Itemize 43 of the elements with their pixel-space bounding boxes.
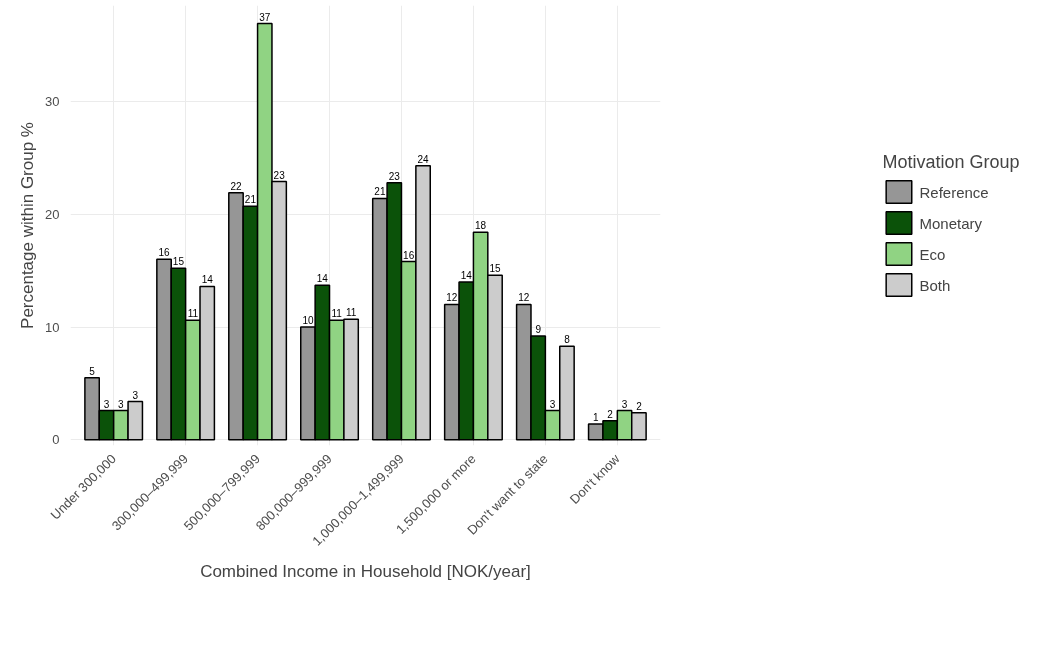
data-label: 12 — [446, 292, 458, 304]
data-label: 11 — [345, 307, 357, 319]
data-label: 3 — [118, 398, 125, 410]
data-label: 24 — [417, 153, 430, 165]
data-label: 21 — [374, 186, 386, 198]
legend-label: Reference — [919, 183, 989, 200]
y-tick-label: 0 — [52, 432, 60, 448]
legend-label: Eco — [919, 245, 946, 262]
data-label: 9 — [535, 324, 542, 336]
data-label: 8 — [564, 334, 571, 346]
x-axis-title: Combined Income in Household [NOK/year] — [200, 562, 531, 582]
data-label: 15 — [489, 263, 502, 275]
y-tick-label: 10 — [45, 319, 60, 335]
data-label: 14 — [201, 274, 214, 286]
data-label: 5 — [89, 365, 96, 377]
data-label: 14 — [316, 273, 329, 285]
y-tick-label: 30 — [45, 93, 60, 109]
legend-label: Monetary — [919, 214, 982, 231]
legend-title: Motivation Group — [882, 151, 1020, 173]
data-label: 3 — [103, 398, 110, 410]
data-label: 22 — [230, 180, 242, 192]
y-axis-title: Percentage within Group % — [18, 122, 38, 329]
data-label: 16 — [403, 249, 415, 261]
data-label: 3 — [549, 398, 556, 410]
data-label: 11 — [331, 308, 343, 320]
y-tick-label: 20 — [45, 206, 60, 222]
data-label: 37 — [259, 11, 271, 23]
data-label: 15 — [172, 256, 185, 268]
data-label: 21 — [244, 194, 257, 206]
data-label: 2 — [607, 408, 614, 420]
data-label: 14 — [460, 269, 473, 281]
data-label: 23 — [273, 169, 286, 181]
data-label: 18 — [475, 220, 487, 232]
data-label: 2 — [636, 400, 643, 412]
data-label: 12 — [518, 292, 530, 304]
data-label: 23 — [388, 170, 401, 182]
data-label: 10 — [302, 315, 314, 327]
data-label: 11 — [187, 308, 199, 320]
data-label: 16 — [158, 247, 171, 259]
data-label: 1 — [592, 412, 599, 424]
data-label: 3 — [621, 398, 628, 410]
legend-label: Both — [919, 276, 951, 293]
data-label: 3 — [132, 389, 139, 401]
